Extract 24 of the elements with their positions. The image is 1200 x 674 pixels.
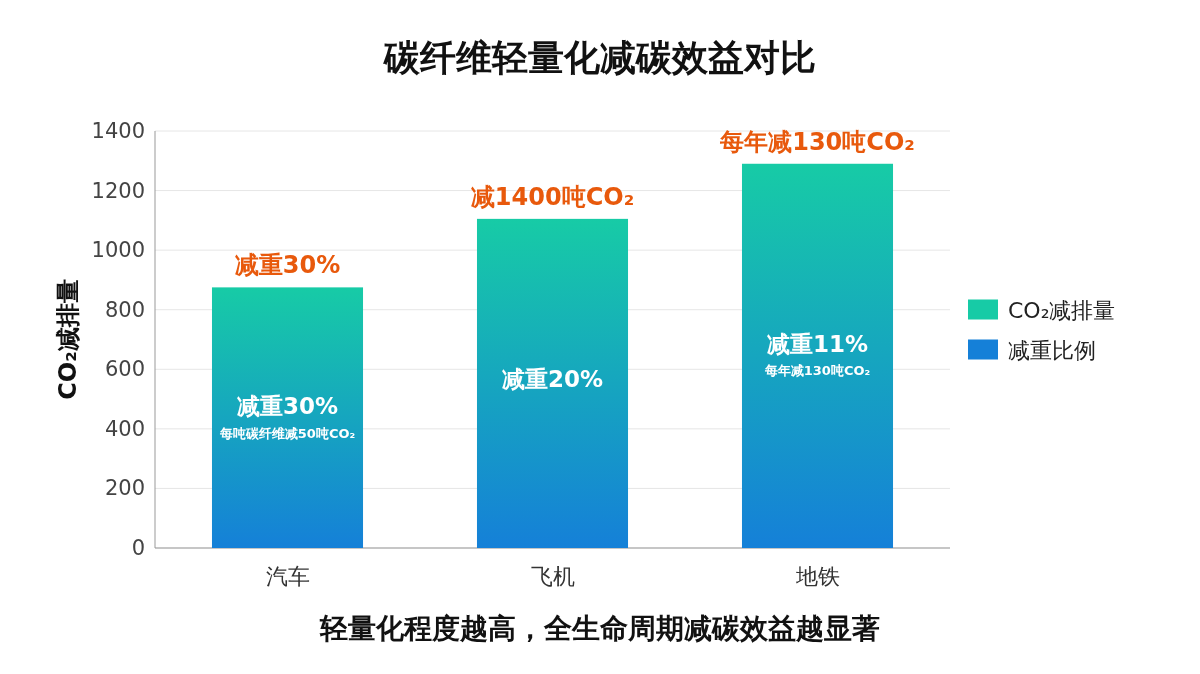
- annotation: 每年减130吨CO₂: [763, 362, 871, 378]
- annotation: 减重11%: [766, 331, 869, 358]
- y-tick-label: 400: [104, 416, 145, 441]
- y-tick-label: 1000: [91, 238, 145, 263]
- text: 轻量化程度越高，全生命周期减碳效益越显著: [319, 612, 880, 645]
- y-tick-label: 0: [131, 536, 145, 560]
- annotation: 减1400吨CO₂: [470, 182, 635, 211]
- legend-label: CO₂减排量: [1008, 297, 1116, 323]
- y-tick-label: 600: [104, 357, 145, 382]
- y-axis-title: CO₂减排量: [54, 279, 82, 400]
- x-tick-label: 地铁: [794, 564, 840, 589]
- y-tick-label: 1200: [91, 178, 145, 203]
- legend-label: 减重比例: [1008, 337, 1096, 363]
- annotation: 减重30%: [236, 393, 339, 420]
- x-tick-label: 汽车: [265, 564, 310, 589]
- annotation: 每年减130吨CO₂: [719, 127, 915, 156]
- chart-title: 碳纤维轻量化减碳效益对比: [383, 37, 816, 78]
- y-tick-label: 800: [104, 297, 145, 322]
- y-tick-label: 200: [104, 476, 145, 501]
- annotation: 每吨碳纤维减50吨CO₂: [218, 426, 356, 442]
- annotation: 减重20%: [501, 365, 604, 392]
- y-tick-label: 1400: [91, 119, 145, 143]
- x-tick-label: 飞机: [530, 564, 575, 589]
- annotation: 减重30%: [234, 251, 341, 280]
